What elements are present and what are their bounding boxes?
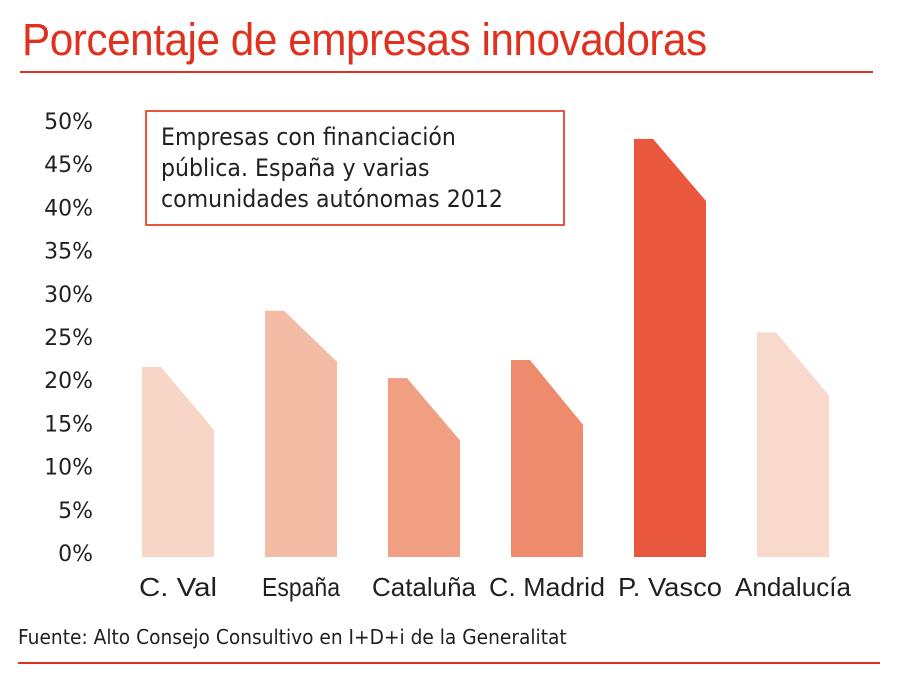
x-tick-label: Andalucía: [735, 572, 852, 602]
x-tick-label: Cataluña: [372, 572, 477, 602]
y-tick-label: 20%: [44, 369, 93, 394]
title-divider: [20, 71, 873, 73]
y-tick-label: 45%: [44, 153, 93, 178]
subtitle-line: Empresas con financiación: [161, 123, 456, 151]
bar-andalucía: [757, 332, 829, 557]
y-tick-label: 30%: [44, 283, 93, 308]
subtitle-box: Empresas con financiación pública. Españ…: [145, 110, 565, 226]
y-tick-label: 5%: [58, 499, 93, 524]
y-axis: 0% 5% 10% 15% 20% 25% 30% 35% 40% 45% 50%: [44, 110, 93, 567]
source-note: Fuente: Alto Consejo Consultivo en I+D+i…: [18, 625, 567, 649]
y-tick-label: 10%: [44, 456, 93, 481]
x-tick-label: España: [262, 572, 340, 602]
y-tick-label: 35%: [44, 240, 93, 265]
chart-title: Porcentaje de empresas innovadoras: [22, 14, 707, 65]
bar-c-val: [142, 366, 214, 557]
bar-españa: [265, 310, 337, 557]
subtitle-text: Empresas con financiación pública. Españ…: [161, 122, 529, 215]
x-tick-label: P. Vasco: [618, 572, 722, 602]
x-tick-label: C. Madrid: [489, 572, 605, 602]
y-tick-label: 25%: [44, 326, 93, 351]
x-axis: C. Val España Cataluña C. Madrid P. Vasco And…: [139, 572, 852, 602]
footer-divider: [18, 662, 880, 664]
bar-p-vasco: [634, 138, 706, 557]
x-tick-label: C. Val: [139, 572, 217, 602]
bar-cataluña: [388, 378, 460, 557]
y-tick-label: 40%: [44, 196, 93, 221]
subtitle-line: pública. España y varias: [161, 154, 430, 182]
y-tick-label: 0%: [58, 542, 93, 567]
bar-c-madrid: [511, 360, 583, 557]
y-tick-label: 15%: [44, 412, 93, 437]
subtitle-line: comunidades autónomas 2012: [161, 185, 503, 213]
y-tick-label: 50%: [44, 110, 93, 135]
bars: [142, 138, 829, 557]
